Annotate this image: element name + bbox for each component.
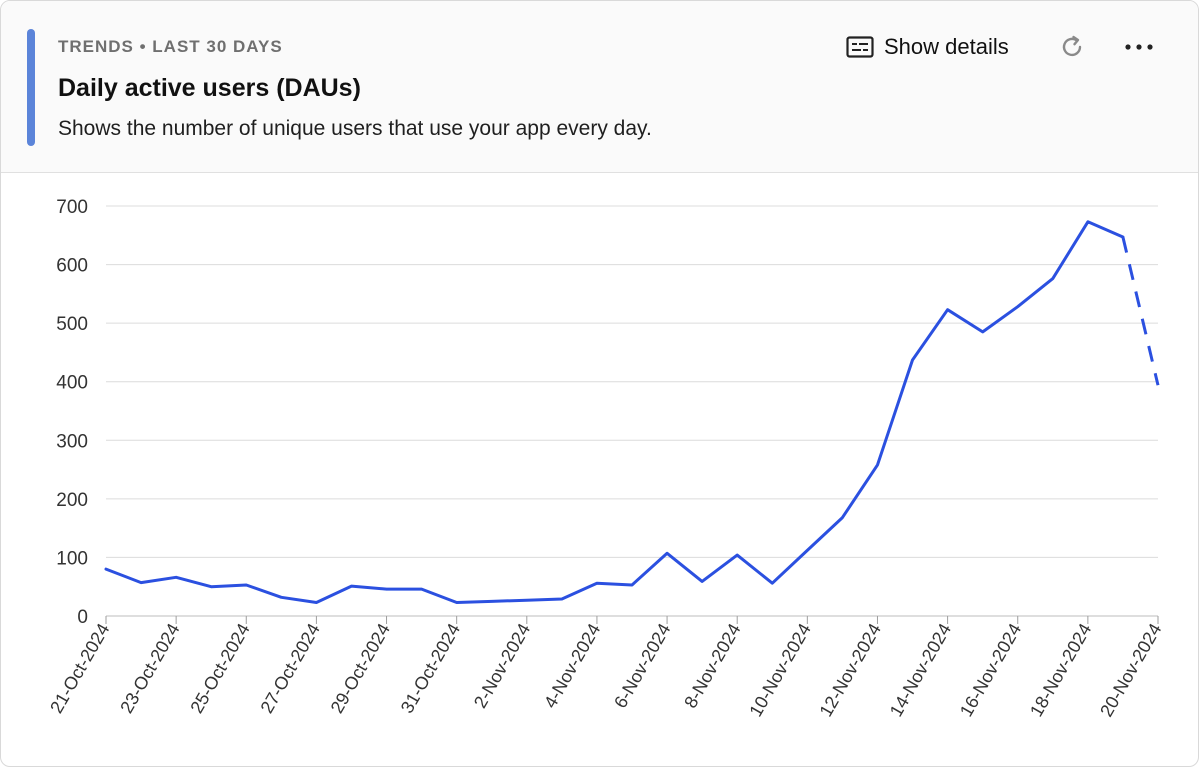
x-tick-label: 21-Oct-2024 xyxy=(46,620,113,717)
x-tick-label: 20-Nov-2024 xyxy=(1096,620,1165,720)
y-tick-label: 0 xyxy=(77,607,88,628)
details-icon xyxy=(846,36,874,58)
accent-bar xyxy=(27,29,35,146)
x-tick-label: 6-Nov-2024 xyxy=(610,620,674,711)
more-options-button[interactable] xyxy=(1121,31,1157,63)
y-tick-label: 300 xyxy=(56,431,88,452)
x-tick-label: 31-Oct-2024 xyxy=(397,620,464,717)
series-line-incomplete xyxy=(1121,236,1160,386)
y-tick-label: 100 xyxy=(56,548,88,569)
dau-line-chart: 0 100 200 300 400 500 600 700 21-Oct-2024 23-Oct-… xyxy=(46,197,1165,720)
y-tick-label: 500 xyxy=(56,314,88,335)
show-details-label: Show details xyxy=(884,34,1009,59)
card-title: Daily active users (DAUs) xyxy=(58,74,361,102)
eyebrow-label: TRENDS • LAST 30 DAYS xyxy=(58,37,283,56)
x-tick-label: 29-Oct-2024 xyxy=(327,620,394,717)
x-tick-label: 4-Nov-2024 xyxy=(540,620,604,711)
x-tick-label: 25-Oct-2024 xyxy=(186,620,253,717)
y-tick-label: 200 xyxy=(56,490,88,511)
show-details-button[interactable]: Show details xyxy=(846,31,1009,63)
x-tick-label: 16-Nov-2024 xyxy=(956,620,1025,720)
card-header: TRENDS • LAST 30 DAYS Daily active users… xyxy=(1,1,1198,173)
refresh-icon xyxy=(1062,35,1082,57)
y-tick-label: 700 xyxy=(56,197,88,218)
x-tick-label: 8-Nov-2024 xyxy=(680,620,744,711)
card-subtitle: Shows the number of unique users that us… xyxy=(58,117,652,140)
x-tick-label: 14-Nov-2024 xyxy=(886,620,955,720)
x-tick-label: 12-Nov-2024 xyxy=(816,620,885,720)
y-tick-label: 400 xyxy=(56,373,88,394)
more-icon xyxy=(1125,44,1153,50)
x-tick-label: 18-Nov-2024 xyxy=(1026,620,1095,720)
x-tick-label: 2-Nov-2024 xyxy=(470,620,534,711)
refresh-button[interactable] xyxy=(1056,31,1088,63)
x-tick-label: 23-Oct-2024 xyxy=(116,620,183,717)
x-tick-label: 10-Nov-2024 xyxy=(745,620,814,720)
x-tick-label: 27-Oct-2024 xyxy=(257,620,324,717)
series-line xyxy=(104,220,1125,604)
y-tick-label: 600 xyxy=(56,256,88,277)
